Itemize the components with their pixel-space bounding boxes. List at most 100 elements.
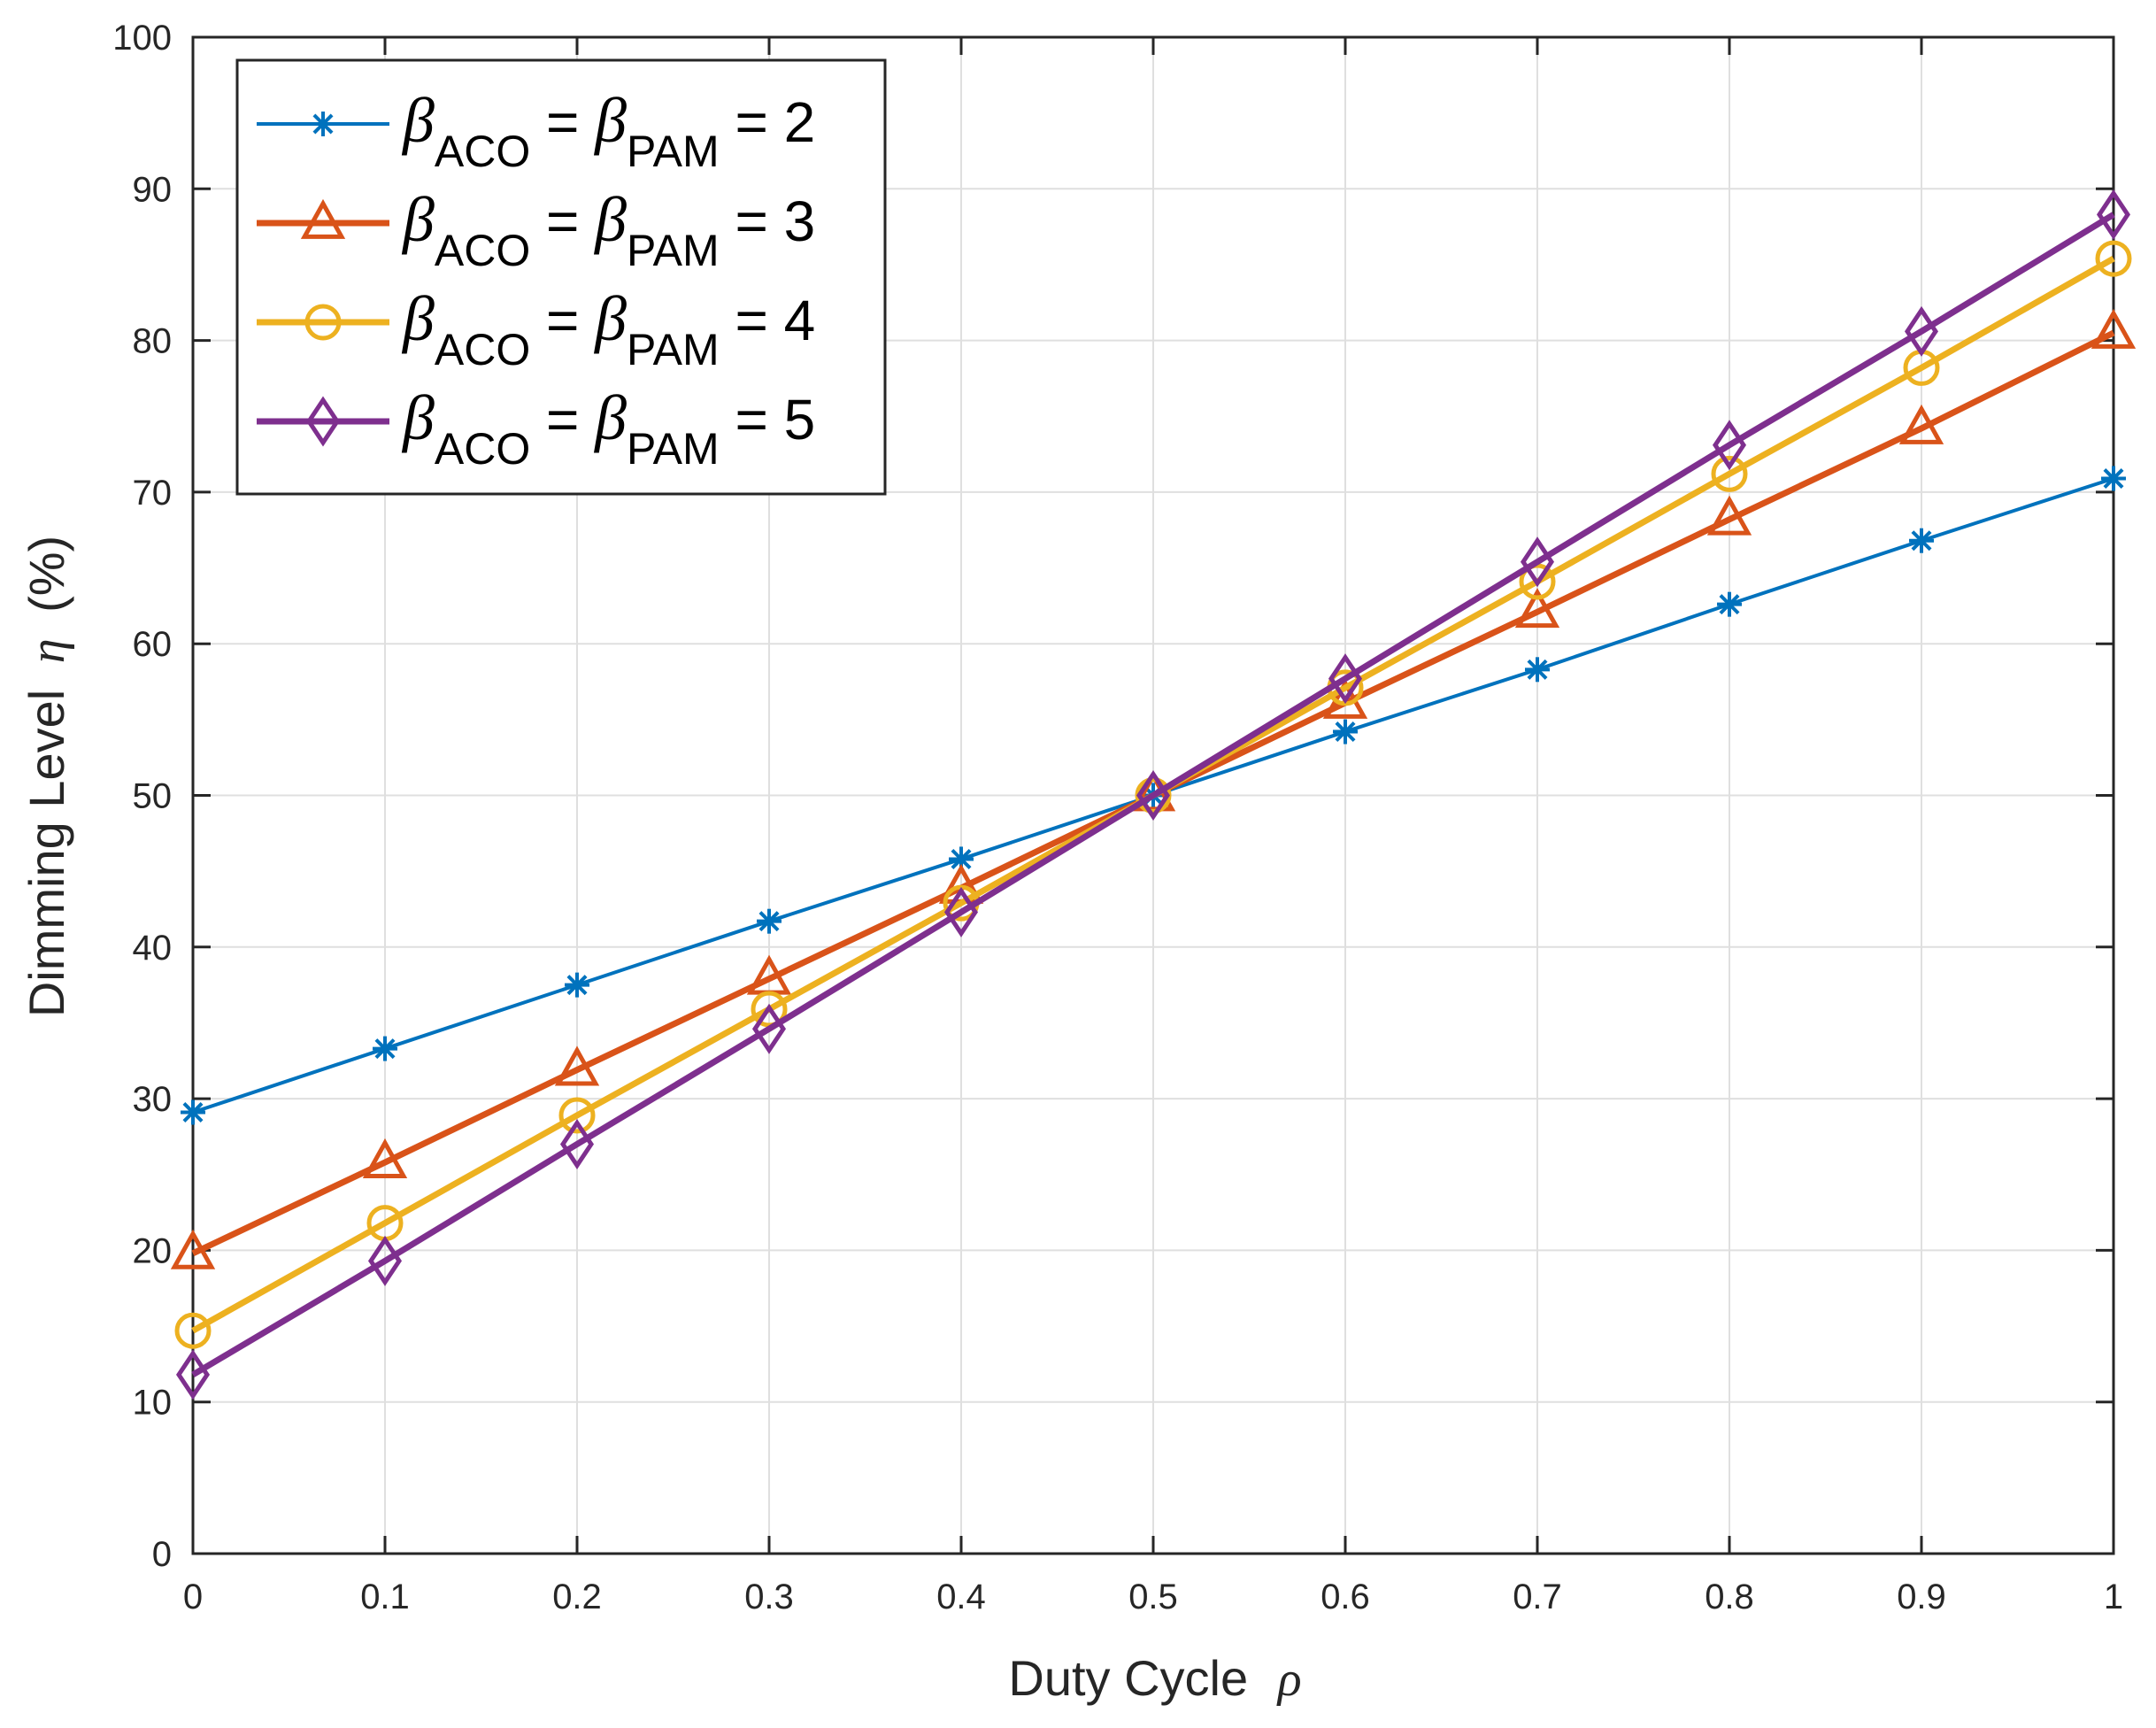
data-point [554, 1045, 600, 1086]
x-tick-label: 0.5 [1128, 1578, 1178, 1616]
data-point [175, 1349, 211, 1400]
series-4 [175, 189, 2131, 1400]
tick-labels: 0 0.1 0.2 0.3 0.4 0.5 0.6 0.7 0.8 0.9 101020304050… [112, 19, 2123, 1616]
legend-label-part: β [401, 283, 435, 354]
y-tick-label: 40 [133, 929, 173, 968]
data-point [1525, 657, 1550, 683]
x-tick-label: 0.4 [936, 1578, 986, 1616]
legend-item-4: βACO = βPAM = 5 [257, 382, 815, 474]
legend-label-part: PAM [627, 325, 720, 374]
legend-item-1: βACO = βPAM = 2 [257, 85, 815, 176]
data-point [558, 1097, 596, 1134]
legend-label-part: ACO [435, 226, 530, 275]
y-axis-symbol: η [20, 638, 75, 663]
legend-label-part: ACO [435, 127, 530, 176]
legend-label-part: PAM [627, 127, 720, 176]
legend-label-part: β [401, 85, 435, 156]
legend-label-part: = 3 [720, 189, 816, 253]
data-point [1898, 404, 1944, 444]
data-point [1136, 769, 1171, 822]
x-axis-label-text: Duty Cycle [1008, 1650, 1248, 1706]
legend-label: βACO = βPAM = 2 [401, 85, 815, 176]
legend-label-part: = 4 [720, 289, 816, 352]
data-point [174, 1312, 212, 1349]
series-line [191, 212, 2115, 1377]
legend-item-2: βACO = βPAM = 3 [257, 184, 815, 275]
legend-label-part: β [401, 382, 435, 453]
x-tick-label: 0.8 [1705, 1578, 1754, 1616]
data-point [1909, 528, 1934, 553]
x-tick-label: 0.7 [1513, 1578, 1562, 1616]
legend-label-part: = 2 [720, 90, 816, 154]
data-point [1904, 305, 1939, 357]
y-tick-label: 60 [133, 625, 173, 664]
data-point [1712, 420, 1747, 471]
data-point [1717, 591, 1742, 617]
data-point [2101, 466, 2126, 491]
legend-label-part: PAM [627, 226, 720, 275]
legend-marker [311, 112, 335, 136]
x-axis-symbol: ρ [1276, 1652, 1302, 1707]
data-point [1514, 588, 1560, 629]
legend-label-part: β [593, 184, 627, 255]
legend-label-part: = [530, 289, 595, 352]
data-point [565, 972, 589, 998]
x-tick-label: 1 [2104, 1578, 2123, 1616]
legend-label: βACO = βPAM = 5 [401, 382, 815, 474]
data-point [1706, 495, 1752, 536]
x-tick-label: 0 [183, 1578, 203, 1616]
data-point [170, 1229, 216, 1269]
y-tick-label: 100 [112, 19, 172, 58]
legend-label-part: β [593, 85, 627, 156]
data-point [2091, 308, 2137, 349]
x-tick-label: 0.6 [1321, 1578, 1370, 1616]
y-tick-label: 50 [133, 777, 173, 816]
data-point [1328, 653, 1363, 705]
data-point [559, 1118, 595, 1169]
axes [191, 35, 2115, 1555]
legend-marker [305, 396, 341, 447]
legend-label-part: β [401, 184, 435, 255]
x-tick-label: 0.3 [744, 1578, 794, 1616]
data-point [1520, 536, 1555, 588]
data-point [1333, 719, 1358, 744]
y-tick-label: 90 [133, 170, 173, 209]
x-axis-label: Duty Cycle ρ [1008, 1650, 1301, 1707]
data-point [757, 908, 782, 934]
data-point [1519, 563, 1556, 600]
data-point [2096, 189, 2131, 240]
data-point [367, 1235, 403, 1286]
legend-label-part: = [530, 189, 595, 253]
data-point [751, 991, 788, 1028]
legend-label-part: ACO [435, 424, 530, 474]
legend-marker [304, 304, 342, 341]
legend-label-part: β [593, 283, 627, 354]
legend-label-part: ACO [435, 325, 530, 374]
y-axis-label: Dimming Level η (%) [19, 536, 75, 1017]
legend-label-part: = [530, 388, 595, 451]
y-tick-label: 80 [133, 322, 173, 361]
y-tick-label: 70 [133, 474, 173, 513]
data-point [373, 1036, 397, 1061]
legend-item-3: βACO = βPAM = 4 [257, 283, 815, 374]
y-axis-label-text: Dimming Level [19, 690, 74, 1017]
y-tick-label: 20 [133, 1231, 173, 1270]
y-tick-label: 30 [133, 1080, 173, 1119]
data-point [181, 1099, 205, 1125]
data-point [943, 886, 979, 937]
x-tick-label: 0.9 [1897, 1578, 1946, 1616]
legend-label-part: PAM [627, 424, 720, 474]
y-tick-label: 0 [152, 1535, 172, 1574]
data-point [751, 1003, 787, 1054]
legend-label-part: = 5 [720, 388, 816, 451]
data-point [1711, 455, 1748, 492]
y-axis-unit: (%) [19, 536, 74, 613]
x-tick-label: 0.2 [552, 1578, 602, 1616]
legend-label: βACO = βPAM = 3 [401, 184, 815, 275]
legend-label: βACO = βPAM = 4 [401, 283, 815, 374]
series-layer [170, 189, 2137, 1400]
data-point [362, 1138, 408, 1178]
y-tick-label: 10 [133, 1384, 173, 1423]
